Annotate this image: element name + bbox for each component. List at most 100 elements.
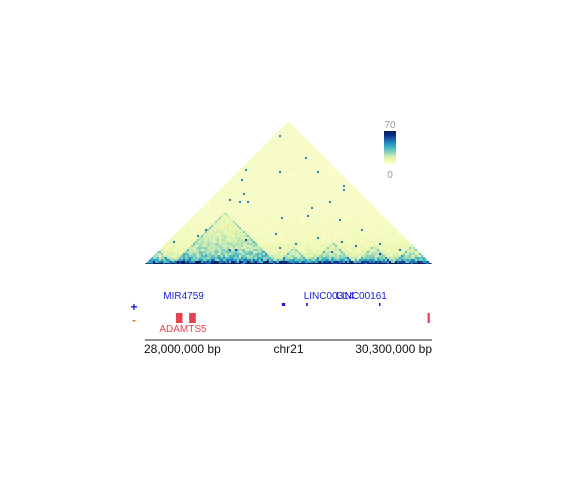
heatmap-cell — [293, 211, 296, 214]
heatmap-cell — [217, 217, 220, 220]
heatmap-cell — [257, 241, 260, 244]
heatmap-cell — [255, 211, 258, 214]
heatmap-cell — [315, 193, 318, 196]
heatmap-cell — [375, 251, 378, 254]
heatmap-cell — [239, 221, 242, 224]
heatmap-cell — [187, 257, 190, 260]
heatmap-cell — [249, 211, 252, 214]
heatmap-cell — [273, 207, 276, 210]
heatmap-cell — [249, 169, 252, 172]
heatmap-cell — [273, 225, 276, 228]
heatmap-cell — [277, 249, 280, 252]
heatmap-cell — [309, 207, 312, 210]
heatmap-cell — [345, 239, 348, 242]
heatmap-cell — [333, 247, 336, 250]
heatmap-cell — [149, 259, 152, 262]
heatmap-cell — [327, 253, 330, 256]
heatmap-cell — [249, 181, 252, 184]
heatmap-cell — [161, 255, 164, 258]
heatmap-cell — [273, 179, 276, 182]
heatmap-cell — [297, 259, 300, 262]
heatmap-cell — [293, 243, 296, 246]
heatmap-cell — [223, 221, 226, 224]
heatmap-cell — [347, 247, 350, 250]
heatmap-cell — [309, 167, 312, 170]
heatmap-cell — [279, 175, 282, 178]
heatmap-cell — [201, 237, 204, 240]
heatmap-cell — [353, 241, 356, 244]
heatmap-cell — [217, 241, 220, 244]
heatmap-cell — [287, 235, 290, 238]
heatmap-cell — [253, 181, 256, 184]
heatmap-cell — [261, 161, 264, 164]
heatmap-cell — [305, 163, 308, 166]
heatmap-cell — [257, 169, 260, 172]
heatmap-cell — [337, 239, 340, 242]
heatmap-cell — [367, 207, 370, 210]
heatmap-cell — [231, 207, 234, 210]
heatmap-cell — [271, 247, 274, 250]
heatmap-cell — [385, 253, 388, 256]
heatmap-cell — [361, 247, 364, 250]
heatmap-cell — [229, 201, 232, 204]
heatmap-cell — [373, 215, 376, 218]
heatmap-cell — [289, 147, 292, 150]
heatmap-cell — [273, 195, 276, 198]
heatmap-cell — [293, 159, 296, 162]
heatmap-cell — [377, 221, 380, 224]
heatmap-cell — [317, 203, 320, 206]
heatmap-cell — [297, 135, 300, 138]
heatmap-cell — [267, 185, 270, 188]
heatmap-cell — [363, 237, 366, 240]
heatmap-cell — [327, 239, 330, 242]
heatmap-cell — [361, 199, 364, 202]
heatmap-cell — [291, 147, 294, 150]
heatmap-cell — [325, 195, 328, 198]
heatmap-cell — [189, 255, 192, 258]
heatmap-cell — [333, 205, 336, 208]
heatmap-cell — [257, 153, 260, 156]
heatmap-cell — [209, 207, 212, 210]
heatmap-cell — [263, 201, 266, 204]
heatmap-cell — [175, 239, 178, 242]
heatmap-cell — [265, 163, 268, 166]
heatmap-cell — [219, 209, 222, 212]
heatmap-cell — [277, 253, 280, 256]
heatmap-cell — [277, 193, 280, 196]
heatmap-cell — [405, 257, 408, 260]
heatmap-cell — [291, 239, 294, 242]
heatmap-cell — [313, 153, 316, 156]
heatmap-cell — [211, 225, 214, 228]
heatmap-cell — [223, 205, 226, 208]
heatmap-cell — [207, 227, 210, 230]
heatmap-cell — [365, 221, 368, 224]
heatmap-cell — [369, 235, 372, 238]
heatmap-cell — [275, 147, 278, 150]
heatmap-cell — [281, 185, 284, 188]
heatmap-cell — [205, 243, 208, 246]
heatmap-cell — [283, 175, 286, 178]
heatmap-cell — [293, 193, 296, 196]
heatmap-cell — [301, 165, 304, 168]
heatmap-cell — [223, 227, 226, 230]
heatmap-cell — [209, 247, 212, 250]
heatmap-cell — [227, 227, 230, 230]
heatmap-cell — [165, 259, 168, 262]
heatmap-cell — [283, 211, 286, 214]
heatmap-cell — [225, 219, 228, 222]
heatmap-cell — [271, 199, 274, 202]
heatmap-cell — [391, 229, 394, 232]
heatmap-cell — [371, 235, 374, 238]
heatmap-cell — [355, 223, 358, 226]
heatmap-cell — [293, 251, 296, 254]
heatmap-cell — [361, 227, 364, 230]
heatmap-cell — [355, 237, 358, 240]
heatmap-cell — [159, 257, 162, 260]
heatmap-cell — [179, 245, 182, 248]
heatmap-cell — [207, 249, 210, 252]
heatmap-cell — [339, 259, 342, 262]
heatmap-cell — [241, 233, 244, 236]
heatmap-cell — [209, 223, 212, 226]
heatmap-cell — [295, 203, 298, 206]
heatmap-cell — [351, 205, 354, 208]
